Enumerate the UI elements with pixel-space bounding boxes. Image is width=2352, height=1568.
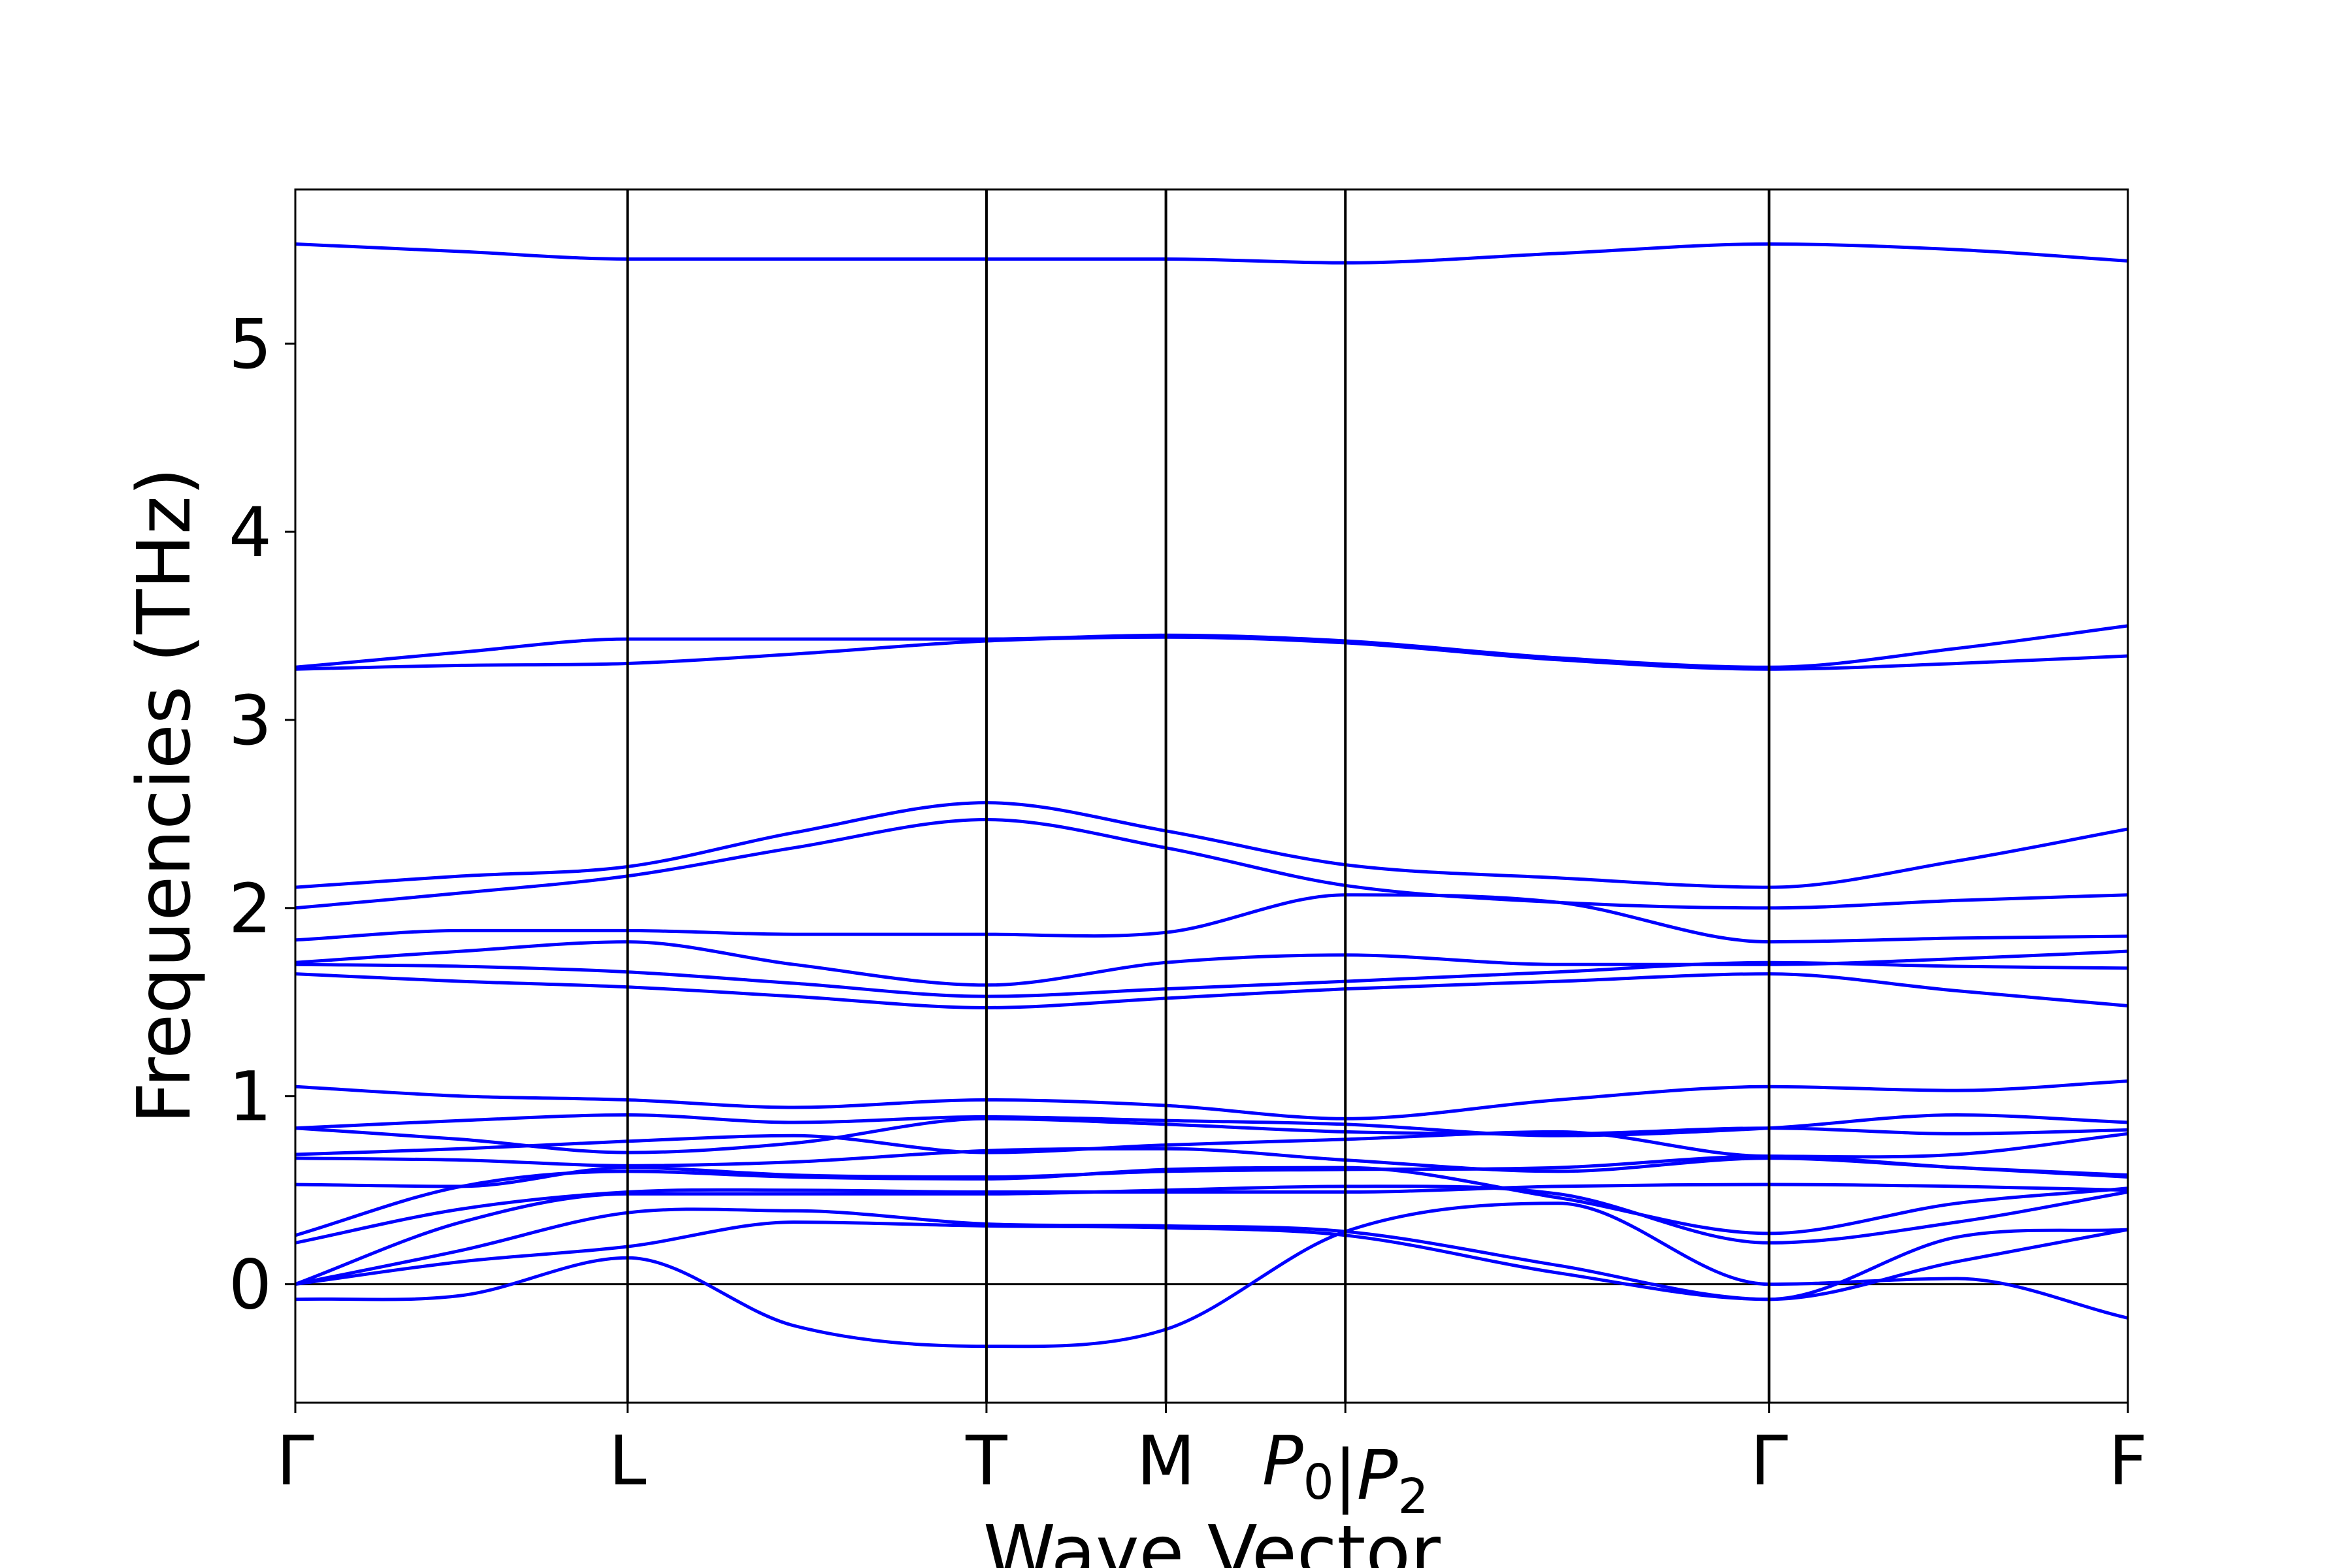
band-line-16 [295,1166,2129,1237]
band-line-4 [295,801,2129,889]
y-tick-label: 5 [229,304,272,384]
y-tick-label: 0 [229,1245,272,1325]
y-axis-label: Frequencies (THz) [122,467,207,1124]
y-axis-ticks: 0 1 2 3 4 5 [229,304,295,1325]
x-tick-label: M [1137,1421,1196,1501]
band-line-3 [295,635,2129,671]
band-line-18 [295,1184,2129,1286]
y-tick-label: 3 [229,681,272,760]
x-axis-ticks: Γ L T M P0|P2 Γ F [276,1403,2148,1525]
series-layer [295,242,2129,1348]
band-line-2 [295,624,2129,669]
band-line-8 [295,960,2129,998]
x-tick-label: T [965,1421,1007,1501]
band-line-5 [295,818,2129,910]
y-tick-label: 4 [229,493,272,572]
band-line-9 [295,972,2129,1009]
band-line-1 [295,242,2129,265]
x-tick-label: F [2108,1421,2148,1501]
band-line-6 [295,893,2129,944]
band-line-20 [295,1220,2129,1301]
band-line-10 [295,1079,2129,1120]
x-tick-label: Γ [1750,1421,1788,1501]
band-line-12 [295,1117,2129,1154]
plot-frame [294,188,2129,1404]
band-line-19 [295,1207,2129,1301]
high-symmetry-lines [626,189,1771,1403]
band-line-21 [295,1201,2129,1348]
y-tick-label: 1 [229,1057,272,1137]
band-line-11 [295,1113,2129,1137]
x-tick-label: Γ [276,1421,314,1501]
y-tick-label: 2 [229,869,272,949]
x-axis-label: Wave Vector [983,1511,1441,1568]
x-tick-label: L [609,1421,647,1501]
band-line-15 [295,1154,2129,1188]
x-tick-label: P0|P2 [1262,1421,1429,1525]
